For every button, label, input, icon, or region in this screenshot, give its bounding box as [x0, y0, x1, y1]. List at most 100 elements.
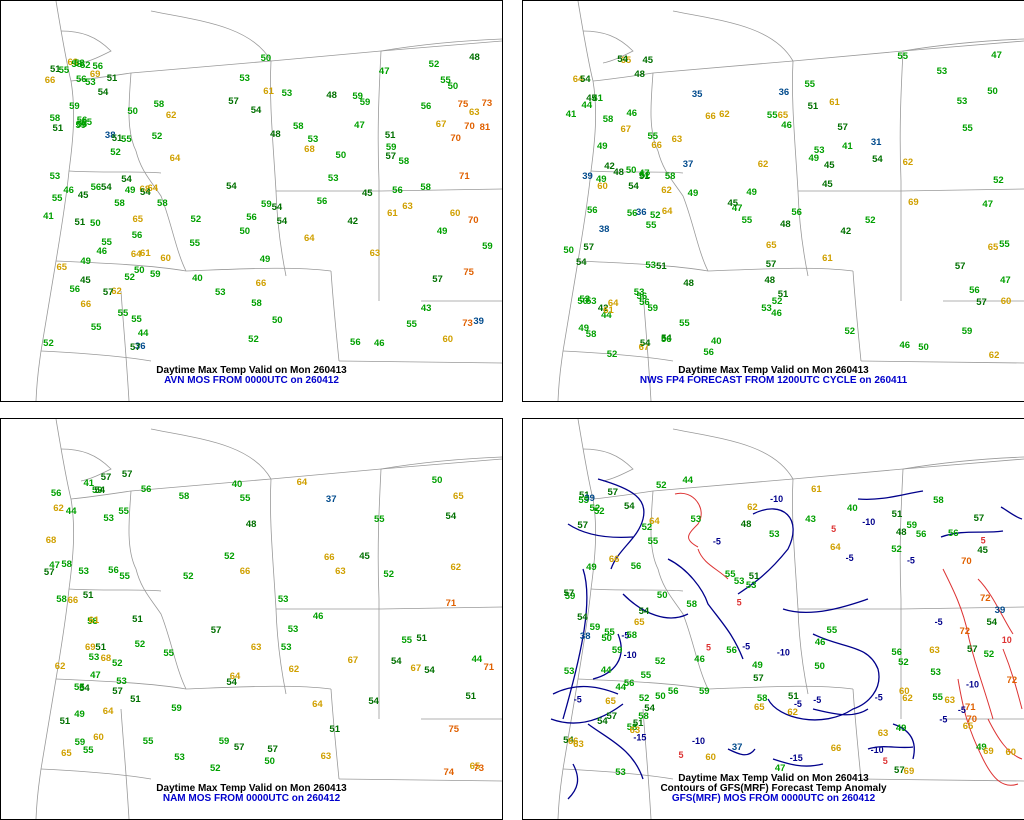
station-temp: 55	[74, 681, 85, 693]
caption-valid-time: Daytime Max Temp Valid on Mon 260413	[678, 773, 869, 784]
anomaly-contour-label: 5	[981, 536, 986, 546]
station-temp: 55	[51, 193, 63, 205]
station-temp: 54	[986, 616, 998, 628]
station-temp: 54	[577, 612, 588, 624]
anomaly-contour-label: -10	[770, 494, 783, 504]
station-temp: 58	[61, 559, 72, 571]
station-temp: 56	[246, 211, 257, 223]
station-temp: 57	[976, 296, 987, 308]
station-temp: 53	[214, 287, 226, 299]
anomaly-contour-label: -5	[621, 631, 629, 641]
station-temp: 49	[578, 322, 589, 334]
station-temp: 62	[661, 185, 672, 197]
station-temp: 53	[733, 575, 745, 587]
station-temp: 52	[589, 503, 601, 515]
station-temp: 54	[638, 606, 650, 618]
map-boundary-line	[128, 72, 187, 272]
caption-contours: Contours of GFS(MRF) Forecast Temp Anoma…	[660, 783, 887, 794]
map-boundary-line	[902, 38, 1024, 52]
station-temp: 58	[933, 494, 944, 506]
station-temp: 59	[69, 101, 80, 113]
station-temp: 66	[67, 595, 79, 607]
station-temp: 50	[271, 314, 283, 326]
station-temp: 47	[991, 50, 1002, 62]
anomaly-contour-label: -5	[935, 617, 943, 627]
station-temp: 61	[88, 614, 100, 626]
anomaly-contour-label: -5	[813, 695, 821, 705]
station-temp: 50	[260, 52, 272, 64]
station-temp: 54	[628, 181, 639, 193]
station-temp: 67	[435, 118, 447, 130]
station-temp: 71	[483, 661, 495, 673]
station-temp: 57	[112, 685, 123, 697]
station-temp: 55	[897, 51, 908, 63]
station-temp: 64	[607, 297, 619, 309]
anomaly-contour-label: -5	[574, 695, 582, 705]
station-temp: 55	[826, 625, 838, 637]
station-temp: 54	[579, 74, 591, 86]
station-temp: 49	[259, 254, 271, 266]
caption-source: NAM MOS FROM 0000UTC on 260412	[162, 793, 341, 804]
station-temp: 41	[592, 93, 603, 105]
station-temp: 51	[748, 571, 760, 582]
station-temp: 73	[481, 97, 493, 109]
station-temp: 52	[190, 214, 202, 226]
station-temp: 69	[908, 196, 919, 208]
station-temp: 56	[76, 73, 87, 85]
map-boundary-line	[270, 478, 287, 695]
station-temp: 55	[766, 110, 778, 122]
station-temp: 48	[740, 519, 752, 531]
station-temp: 37	[682, 158, 694, 170]
station-temp: 47	[49, 560, 60, 572]
station-temp: 74	[443, 766, 455, 778]
station-temp: 64	[303, 233, 315, 245]
station-temp: 55	[645, 219, 657, 231]
station-temp: 65	[633, 617, 645, 629]
caption-source: GFS(MRF) MOS FROM 0000UTC on 260412	[671, 793, 876, 804]
station-temp: 46	[373, 338, 385, 350]
station-temp: 50	[625, 164, 637, 176]
caption-valid-time: Daytime Max Temp Valid on Mon 260413	[156, 783, 347, 794]
station-temp: 52	[654, 656, 666, 668]
station-temp: 56	[90, 181, 102, 193]
station-temp: 72	[980, 592, 991, 604]
station-temp: 54	[445, 511, 457, 523]
station-temp: 53	[586, 296, 597, 308]
station-temp: 50	[447, 81, 459, 93]
station-temp: 53	[579, 294, 590, 306]
station-temp: 56	[76, 119, 88, 131]
station-temp: 58	[87, 616, 98, 628]
map-boundary-line	[707, 267, 854, 272]
map-boundary-line	[557, 1, 597, 401]
station-temp: 66	[608, 553, 620, 565]
map-boundary-line	[70, 40, 502, 82]
map-boundary-line	[120, 290, 130, 401]
station-temp: 66	[705, 110, 716, 122]
station-temp: 55	[119, 571, 130, 583]
station-temp: 48	[895, 527, 907, 539]
station-temp: 53	[768, 528, 780, 540]
station-temp: 55	[121, 133, 132, 145]
station-temp: 51	[788, 691, 799, 703]
map-boundary-line	[577, 678, 709, 690]
station-temp: 59	[74, 736, 86, 748]
station-temp: 46	[626, 108, 638, 120]
anomaly-contour-label: -10	[966, 680, 979, 690]
station-temp: 62	[288, 664, 300, 676]
station-temp: 54	[271, 201, 283, 213]
station-temp: 46	[694, 653, 705, 665]
station-temp: 62	[111, 286, 122, 298]
station-temp: 48	[270, 129, 281, 141]
map-boundary-line	[557, 419, 597, 819]
station-temp: 56	[131, 229, 143, 241]
station-temp: 69	[84, 641, 96, 653]
station-temp: 53	[49, 171, 61, 183]
station-temp: 59	[564, 591, 576, 603]
station-temp: 55	[604, 627, 615, 639]
anomaly-contour-label: 10	[1002, 635, 1012, 645]
station-temp: 47	[90, 670, 101, 682]
map-boundary-line	[899, 468, 904, 719]
station-temp: 54	[597, 716, 608, 727]
station-temp: 53	[116, 676, 127, 688]
station-temp: 52	[151, 131, 163, 143]
